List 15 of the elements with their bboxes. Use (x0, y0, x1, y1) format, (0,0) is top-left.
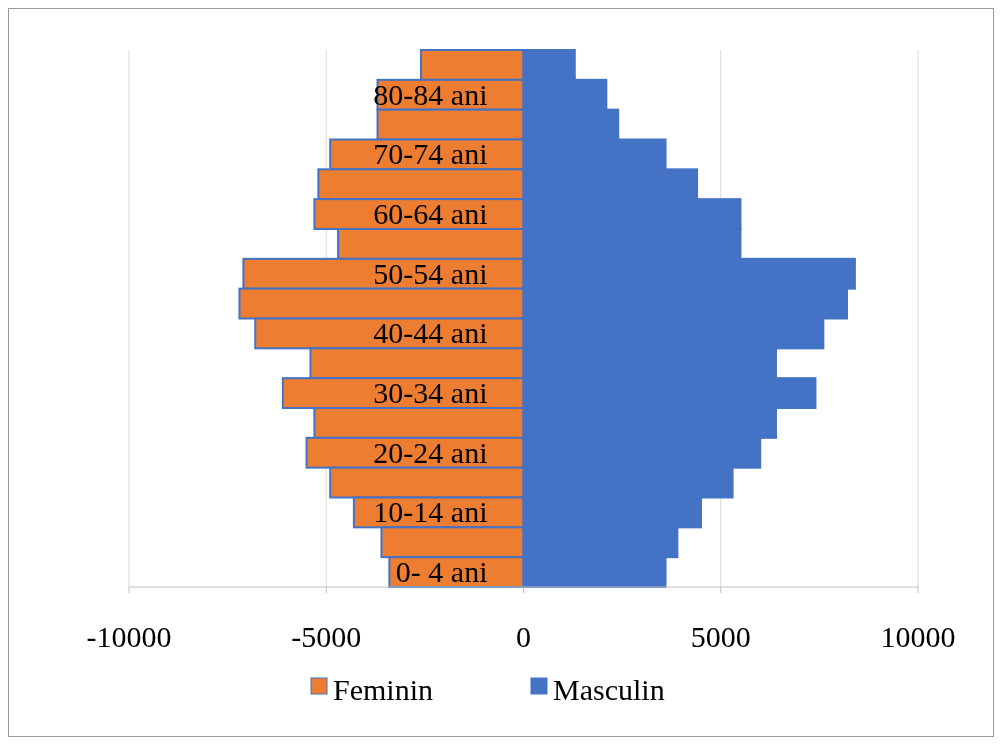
y-tick-label: 40-44 ani (373, 316, 488, 350)
y-tick-label: 60-64 ani (373, 197, 488, 231)
y-tick-label: 10-14 ani (373, 495, 488, 529)
x-tick-label: -10000 (86, 620, 172, 653)
legend-label: Feminin (333, 672, 434, 706)
x-tick-label: 5000 (690, 620, 751, 653)
y-tick-label: 50-54 ani (373, 256, 488, 290)
x-tick-label: 10000 (880, 620, 956, 653)
y-tick-label: 0- 4 ani (395, 555, 488, 589)
y-tick-label: 70-74 ani (373, 137, 488, 171)
legend-label: Masculin (553, 672, 665, 706)
y-tick-label: 20-24 ani (373, 435, 488, 469)
x-tick-label: -5000 (291, 620, 362, 653)
y-tick-label: 30-34 ani (373, 376, 488, 410)
x-tick-label: 0 (516, 620, 531, 653)
